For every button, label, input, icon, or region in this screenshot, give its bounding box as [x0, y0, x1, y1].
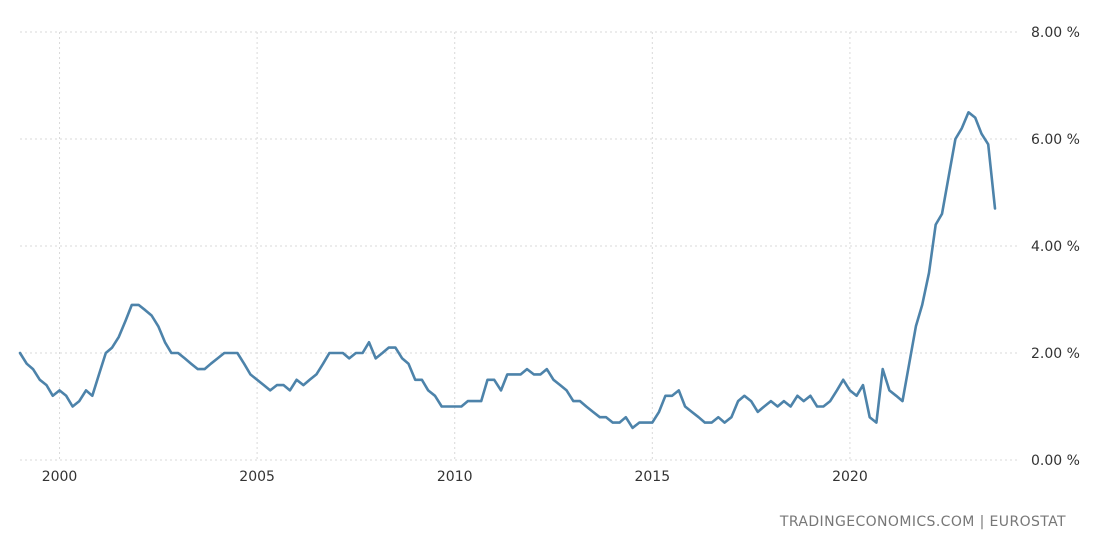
y-tick-label: 2.00 %	[1031, 346, 1080, 362]
y-axis: 0.00 % 2.00 % 4.00 % 6.00 % 8.00 %	[1031, 25, 1080, 469]
series-layer	[18, 111, 997, 430]
x-tick-label: 2015	[634, 469, 670, 485]
source-attribution: TRADINGECONOMICS.COM | EUROSTAT	[779, 514, 1066, 530]
inflation-rate-series-line	[18, 111, 997, 430]
y-tick-label: 6.00 %	[1031, 132, 1080, 148]
x-axis: 2000 2005 2010 2015 2020	[42, 469, 868, 485]
x-tick-label: 2020	[832, 469, 868, 485]
x-tick-label: 2010	[437, 469, 473, 485]
y-tick-label: 8.00 %	[1031, 25, 1080, 41]
grid	[20, 31, 1020, 461]
y-tick-label: 4.00 %	[1031, 239, 1080, 255]
y-tick-label: 0.00 %	[1031, 453, 1080, 469]
x-tick-label: 2000	[42, 469, 78, 485]
x-tick-label: 2005	[239, 469, 275, 485]
